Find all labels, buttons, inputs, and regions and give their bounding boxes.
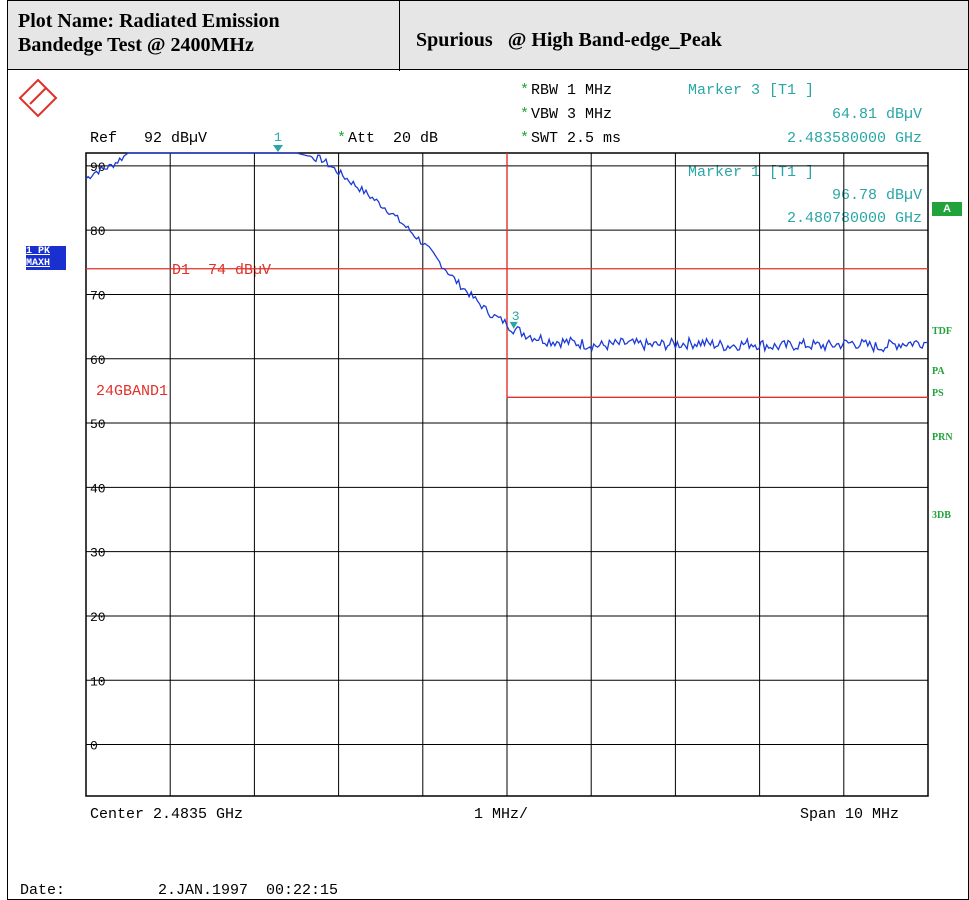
- y-tick-label: 0: [90, 739, 98, 754]
- marker1-id: 1: [274, 130, 282, 145]
- plot-header: Plot Name: Radiated Emission Bandedge Te…: [7, 0, 969, 71]
- date-label: Date:: [20, 882, 66, 899]
- y-tick-label: 10: [90, 674, 106, 689]
- marker3-label: Marker 3 [T1 ]: [688, 82, 815, 99]
- attenuation: Att 20 dB: [348, 130, 439, 147]
- trace-a-badge: A: [932, 202, 962, 216]
- prn-label: PRN: [932, 432, 953, 443]
- rbw: RBW 1 MHz: [531, 82, 613, 99]
- tdf-label: TDF: [932, 326, 952, 337]
- y-tick-label: 60: [90, 353, 106, 368]
- sweep-time: SWT 2.5 ms: [531, 130, 622, 147]
- band-limit-line: [506, 153, 928, 399]
- trace-maxh-label: MAXH: [26, 258, 51, 269]
- title-band-edge: @ High Band-edge_Peak: [507, 29, 722, 51]
- att-star: *: [337, 130, 347, 147]
- y-tick-label: 90: [90, 160, 106, 175]
- swt-star: *: [520, 130, 530, 147]
- marker3-freq: 2.483580000 GHz: [786, 130, 922, 147]
- trace-tag: 1 PK MAXH: [26, 246, 66, 270]
- y-tick-label: 30: [90, 546, 106, 561]
- span: Span 10 MHz: [800, 806, 900, 823]
- marker3-level: 64.81 dBµV: [831, 106, 922, 123]
- marker3-triangle: [509, 321, 518, 329]
- band-limit-label: 24GBAND1: [96, 383, 169, 400]
- rs-logo: [18, 78, 58, 118]
- pa-label: PA: [932, 366, 945, 377]
- plot-name-cell: Plot Name: Radiated Emission Bandedge Te…: [8, 1, 400, 71]
- marker1-triangle: [272, 145, 283, 152]
- y-tick-label: 20: [90, 610, 106, 625]
- marker1-label: Marker 1 [T1 ]: [688, 164, 815, 181]
- 3db-label: 3DB: [932, 510, 951, 521]
- marker1-freq: 2.480780000 GHz: [786, 210, 922, 227]
- y-tick-label: 40: [90, 481, 106, 496]
- limit-d1-label: D1 74 dBµV: [172, 262, 272, 279]
- y-tick-label: 70: [90, 288, 106, 303]
- plot-title-cell: Spurious @ High Band-edge_Peak: [400, 1, 969, 71]
- plot-name-line1: Plot Name: Radiated Emission: [18, 10, 280, 32]
- plot-name-line2: Bandedge Test @ 2400MHz: [18, 34, 254, 56]
- ref-level: Ref 92 dBµV: [90, 130, 208, 147]
- marker3-id: 3: [512, 309, 520, 324]
- center-frequency: Center 2.4835 GHz: [90, 806, 244, 823]
- freq-per-div: 1 MHz/: [474, 806, 529, 823]
- marker1-level: 96.78 dBµV: [831, 187, 922, 204]
- y-tick-label: 80: [90, 224, 106, 239]
- vbw-star: *: [520, 106, 530, 123]
- title-spurious: Spurious: [416, 29, 493, 51]
- ps-label: PS: [932, 388, 944, 399]
- rbw-star: *: [520, 82, 530, 99]
- trace-line: [85, 152, 929, 354]
- y-tick-label: 50: [90, 417, 106, 432]
- vbw: VBW 3 MHz: [531, 106, 613, 123]
- trace-pk-label: 1 PK: [26, 246, 51, 257]
- date-value: 2.JAN.1997 00:22:15: [158, 882, 339, 899]
